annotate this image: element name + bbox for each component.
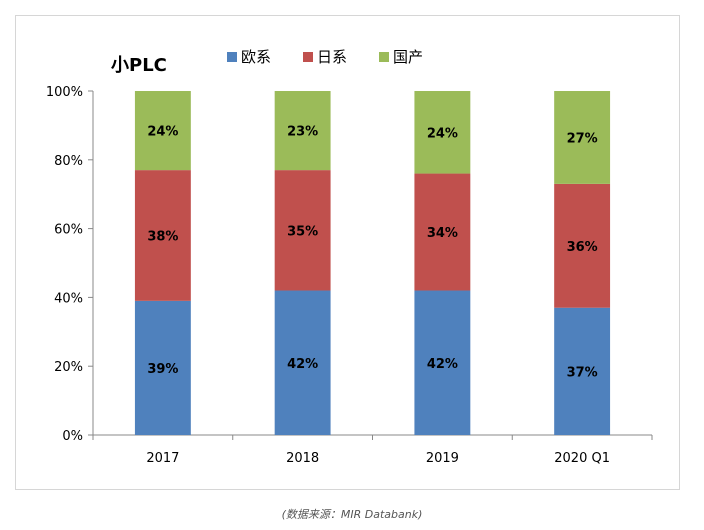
y-tick-label: 100%: [46, 85, 83, 100]
data-label: 27%: [567, 131, 598, 146]
data-label: 24%: [427, 126, 458, 141]
bar-segment: [414, 290, 471, 435]
source-note: (数据来源：MIR Databank): [281, 508, 423, 521]
bar-segment: [554, 91, 611, 184]
y-tick-label: 60%: [54, 223, 83, 238]
bar-segment: [274, 290, 331, 435]
data-label: 42%: [287, 357, 318, 372]
data-label: 38%: [147, 229, 178, 244]
y-tick-label: 80%: [54, 154, 83, 169]
data-label: 24%: [147, 125, 178, 140]
y-tick-label: 40%: [54, 291, 83, 306]
bar-segment: [274, 170, 331, 291]
legend-swatch: [379, 52, 389, 62]
x-tick-label: 2020 Q1: [554, 451, 610, 466]
data-label: 42%: [427, 357, 458, 372]
data-label: 34%: [427, 226, 458, 241]
chart-title: 小PLC: [111, 55, 167, 76]
data-label: 37%: [567, 365, 598, 380]
bar-segment: [134, 170, 191, 301]
legend-label: 国产: [393, 48, 423, 66]
y-tick-label: 20%: [54, 360, 83, 375]
bar-segment: [134, 300, 191, 435]
legend-label: 欧系: [241, 48, 271, 66]
legend: 欧系 日系 国产: [227, 48, 423, 66]
legend-swatch: [227, 52, 237, 62]
data-label: 23%: [287, 125, 318, 140]
bar-segment: [134, 91, 191, 171]
data-label: 35%: [287, 224, 318, 239]
bar-segment: [414, 91, 471, 174]
data-label: 36%: [567, 240, 598, 255]
x-tick-label: 2017: [146, 451, 179, 466]
x-tick-label: 2018: [286, 451, 319, 466]
legend-swatch: [303, 52, 313, 62]
legend-label: 日系: [317, 48, 347, 66]
bar-segment: [414, 173, 471, 291]
y-tick-label: 0%: [62, 429, 83, 444]
plot-area: 0% 20% 40% 60% 80% 100% 39% 38% 24% 2017 42% 35% 23%…: [46, 85, 653, 466]
data-label: 39%: [147, 362, 178, 377]
bar-segment: [274, 91, 331, 171]
bar-segment: [554, 183, 611, 308]
x-tick-label: 2019: [426, 451, 459, 466]
bar-segment: [554, 307, 611, 435]
